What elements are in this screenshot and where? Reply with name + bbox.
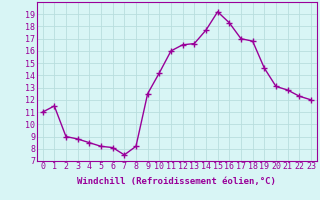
X-axis label: Windchill (Refroidissement éolien,°C): Windchill (Refroidissement éolien,°C) <box>77 177 276 186</box>
